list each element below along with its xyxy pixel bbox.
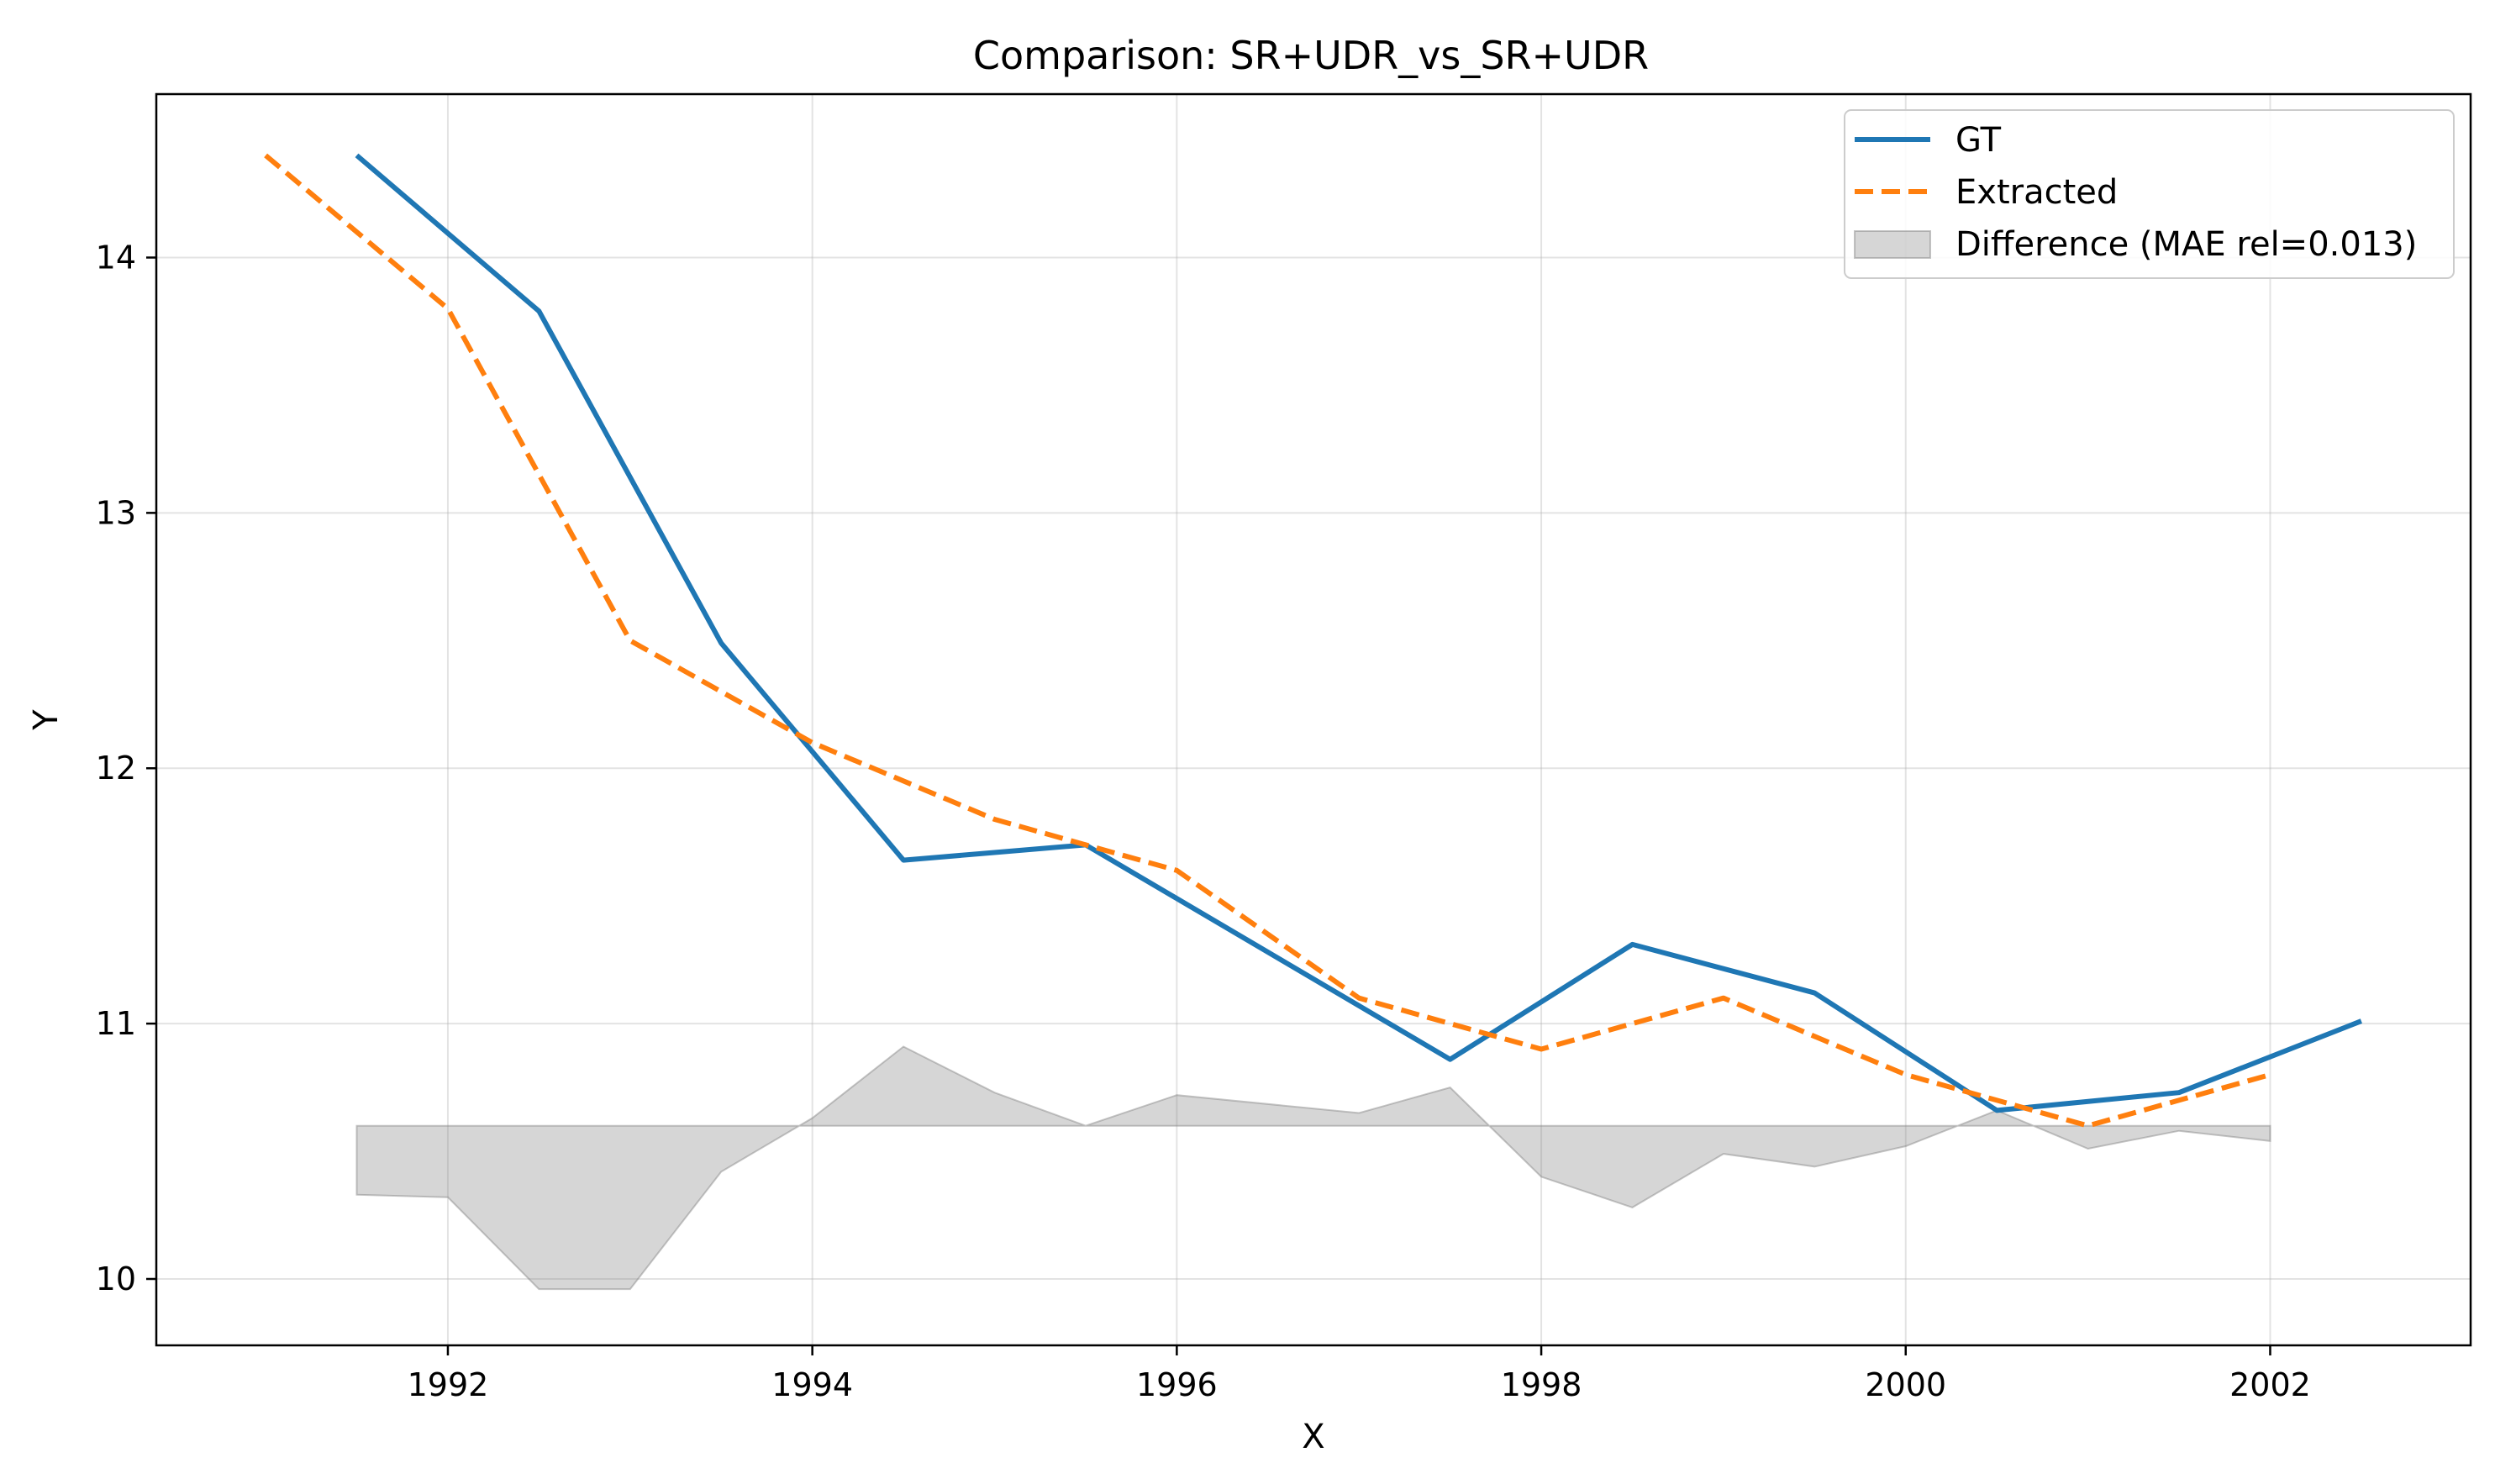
x-tick-label-2002: 2002 [2229, 1366, 2311, 1403]
x-tick-label-1992: 1992 [408, 1366, 489, 1403]
x-tick-label-2000: 2000 [1865, 1366, 1946, 1403]
difference-area [355, 1045, 2271, 1291]
chart-title: Comparison: SR+UDR_vs_SR+UDR [973, 33, 1649, 78]
x-tick-label-1996: 1996 [1136, 1366, 1218, 1403]
y-tick-label-12: 12 [96, 750, 136, 787]
x-tick-label-1998: 1998 [1501, 1366, 1582, 1403]
x-tick-label-1994: 1994 [771, 1366, 853, 1403]
x-axis-label: X [1302, 1418, 1324, 1456]
y-tick-label-10: 10 [96, 1260, 136, 1297]
extracted-line [264, 153, 2271, 1129]
ticks: 1992 1994 1996 1998 2000 2002 10 11 12 13 14 [96, 239, 2311, 1403]
y-axis-label: Y [27, 709, 66, 731]
y-tick-label-13: 13 [96, 494, 136, 531]
legend-difference-label: Difference (MAE rel=0.013) [1955, 225, 2417, 264]
legend-box [1844, 109, 2455, 279]
legend: GT Extracted Difference (MAE rel=0.013) [1844, 109, 2455, 279]
gt-line [355, 153, 2362, 1113]
legend-extracted-label: Extracted [1955, 173, 2118, 212]
legend-gt-label: GT [1955, 121, 2002, 160]
y-tick-label-14: 14 [96, 239, 136, 276]
difference-area-layer [355, 1045, 2271, 1291]
series-lines-layer [264, 153, 2362, 1129]
y-tick-label-11: 11 [96, 1005, 136, 1042]
legend-difference-swatch [1854, 230, 1931, 259]
axes-frame [155, 92, 2472, 1347]
